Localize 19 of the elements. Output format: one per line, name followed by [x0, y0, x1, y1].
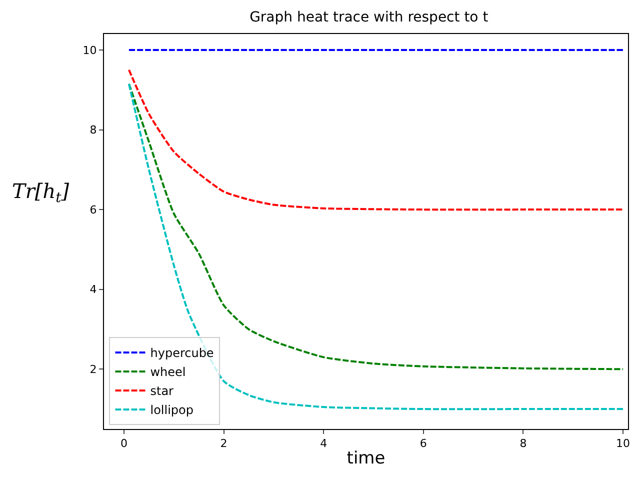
- legend-label: star: [150, 384, 174, 398]
- y-tick-label: 8: [90, 124, 97, 137]
- x-tick-label: 8: [520, 437, 527, 450]
- y-tick-label: 2: [90, 363, 97, 376]
- x-tick-label: 4: [320, 437, 328, 450]
- y-tick-label: 6: [90, 203, 97, 216]
- y-axis-title: Tr[h$_{t}$]: [12, 179, 70, 206]
- legend-label: hypercube: [150, 346, 214, 360]
- x-tick-label: 6: [420, 437, 427, 450]
- x-axis-title: time: [346, 448, 386, 469]
- x-tick-label: 10: [616, 437, 630, 450]
- y-tick-label: 4: [90, 283, 97, 296]
- line-series: [128, 68, 624, 211]
- y-tick-label: 10: [82, 44, 97, 57]
- chart-title: Graph heat trace with respect to t: [250, 10, 489, 26]
- legend-label: lollipop: [150, 403, 194, 418]
- x-tick-label: 0: [120, 437, 128, 450]
- legend-label: wheel: [150, 365, 186, 380]
- x-tick-label: 2: [220, 437, 228, 450]
